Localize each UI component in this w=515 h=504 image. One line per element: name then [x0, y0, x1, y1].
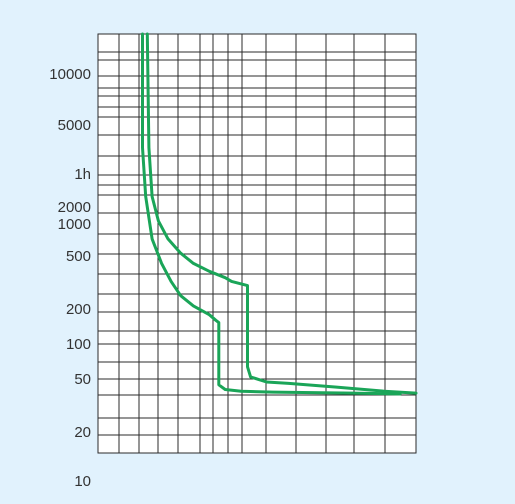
y-tick-label: 200	[66, 301, 91, 318]
y-tick-label: 10000	[49, 66, 91, 83]
trip-curve-1	[141, 32, 402, 396]
trip-curves	[141, 32, 418, 396]
y-tick-label: 100	[66, 336, 91, 353]
y-tick-label: 20	[74, 424, 91, 441]
y-tick-label: 50	[74, 371, 91, 388]
y-tick-label: 5000	[58, 117, 91, 134]
y-tick-label: 500	[66, 248, 91, 265]
trip-curve-2	[145, 32, 418, 395]
y-tick-label: 1000	[58, 216, 91, 233]
y-tick-label: 1h	[74, 166, 91, 183]
y-tick-label: 10	[74, 473, 91, 490]
y-tick-label: 2000	[58, 199, 91, 216]
plot-area	[98, 34, 416, 453]
plot-border	[97, 33, 417, 454]
